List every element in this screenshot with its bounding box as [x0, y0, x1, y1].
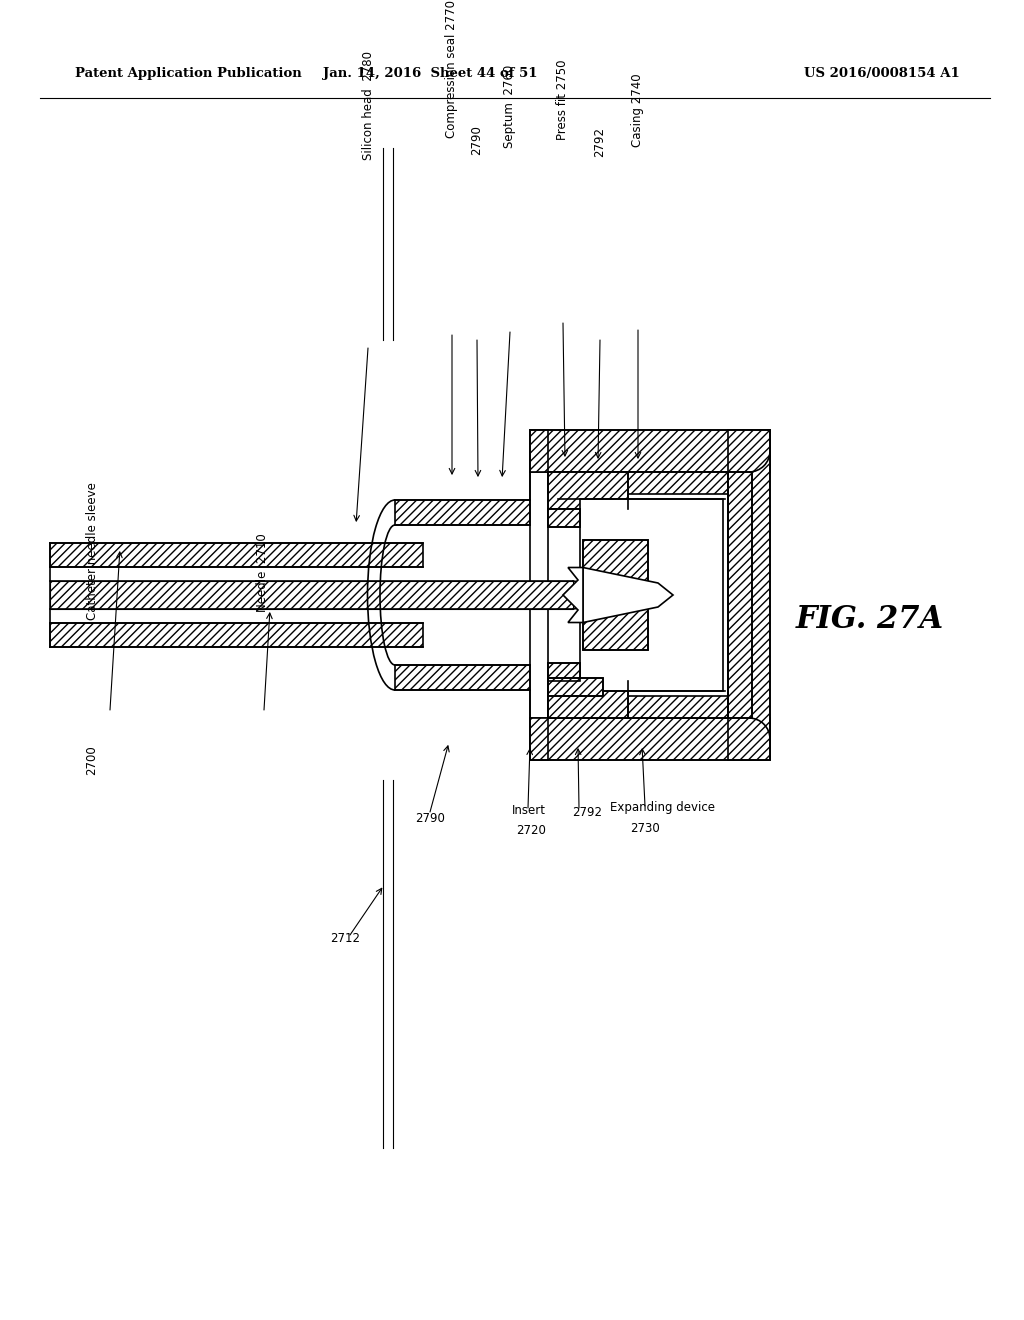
Polygon shape [583, 568, 673, 623]
Bar [583, 540, 648, 649]
Bar [548, 696, 728, 718]
Bar [548, 663, 580, 681]
Text: Catheter needle sleeve: Catheter needle sleeve [85, 482, 98, 620]
Bar [530, 430, 770, 760]
Text: Press fit 2750: Press fit 2750 [556, 59, 569, 140]
Text: 2700: 2700 [85, 746, 98, 775]
Bar [548, 473, 728, 718]
Bar [50, 543, 423, 568]
Bar [728, 430, 770, 760]
Text: 2792: 2792 [572, 805, 602, 818]
Text: FIG. 27A: FIG. 27A [796, 605, 944, 635]
Text: Insert: Insert [512, 804, 546, 817]
Bar [548, 678, 603, 696]
Text: Expanding device: Expanding device [610, 801, 715, 814]
Bar [530, 430, 770, 473]
Text: 2792: 2792 [594, 127, 606, 157]
Text: 2712: 2712 [330, 932, 360, 945]
Bar [530, 718, 770, 760]
Bar [728, 473, 752, 718]
Bar [583, 540, 648, 649]
Text: Silicon head  2780: Silicon head 2780 [361, 51, 375, 160]
Bar [50, 581, 573, 609]
Bar [580, 499, 723, 690]
Text: 2720: 2720 [516, 824, 546, 837]
Text: Needle  2710: Needle 2710 [256, 533, 269, 612]
Bar [548, 663, 580, 681]
Bar [395, 665, 530, 690]
Text: 2790: 2790 [470, 125, 483, 154]
Polygon shape [563, 568, 583, 623]
Bar [548, 510, 580, 527]
Bar [548, 678, 603, 696]
Text: Casing 2740: Casing 2740 [632, 74, 644, 147]
Bar [548, 473, 728, 494]
Bar [548, 510, 580, 527]
Bar [548, 681, 628, 718]
Bar [50, 623, 423, 647]
Bar [548, 473, 628, 510]
Text: 2790: 2790 [415, 812, 444, 825]
Text: Septum  2760: Septum 2760 [504, 65, 516, 148]
Text: Compression seal 2770: Compression seal 2770 [445, 0, 459, 139]
Text: Jan. 14, 2016  Sheet 44 of 51: Jan. 14, 2016 Sheet 44 of 51 [323, 67, 538, 81]
Bar [395, 500, 530, 525]
Bar [530, 430, 548, 473]
Text: US 2016/0008154 A1: US 2016/0008154 A1 [804, 67, 961, 81]
Bar [728, 473, 752, 718]
Text: 2730: 2730 [630, 821, 659, 834]
Bar [530, 718, 548, 760]
Text: Patent Application Publication: Patent Application Publication [75, 67, 302, 81]
